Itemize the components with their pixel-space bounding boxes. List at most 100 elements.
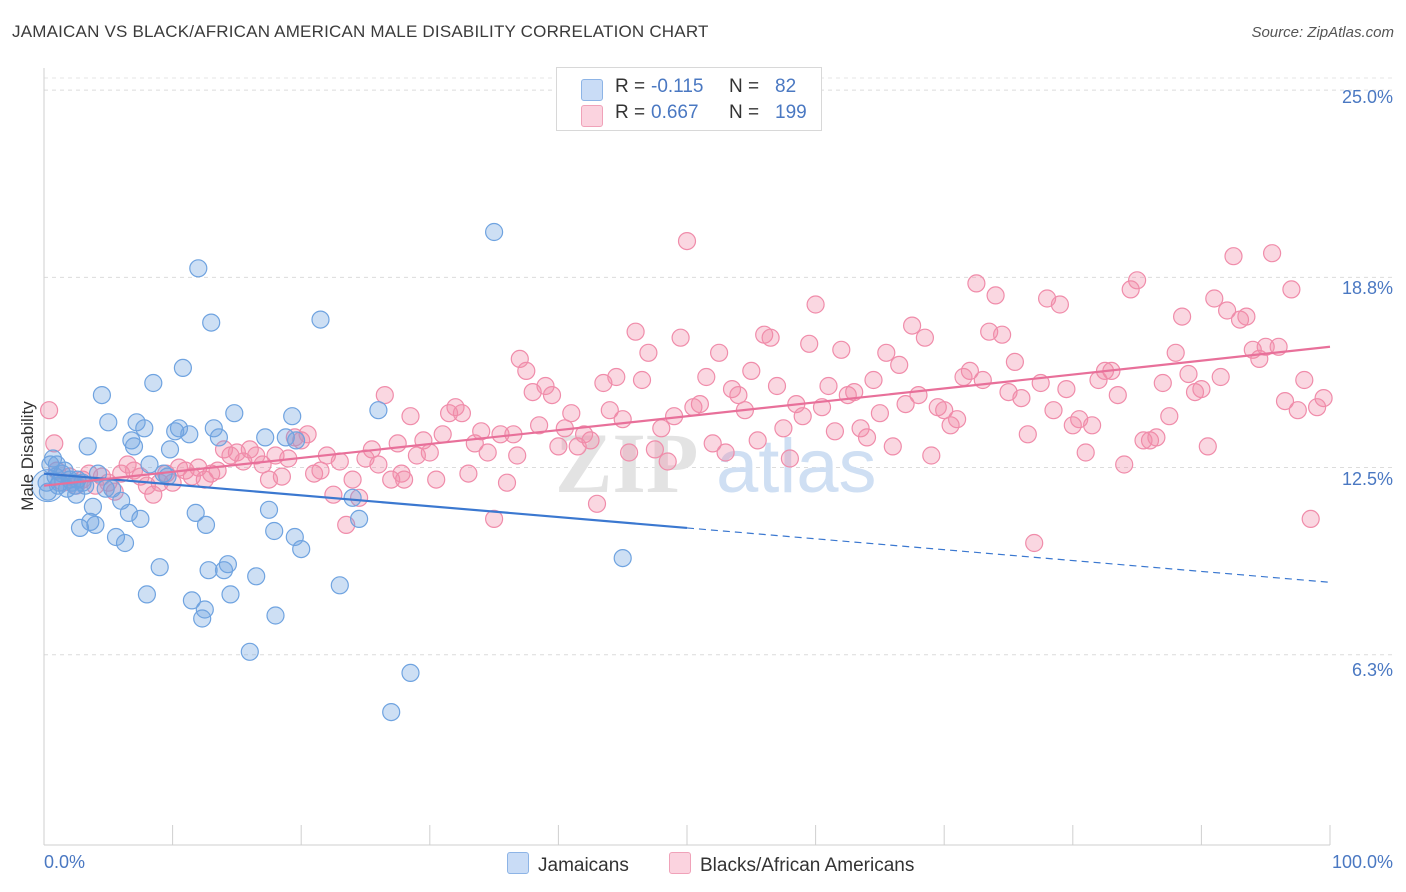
data-point — [497, 473, 517, 492]
data-point — [259, 500, 279, 519]
data-point — [845, 383, 864, 402]
data-point — [401, 663, 420, 683]
data-point — [729, 386, 748, 405]
data-point — [774, 419, 793, 438]
data-point — [388, 434, 407, 453]
data-point — [761, 328, 780, 347]
y-axis-label: Male Disability — [18, 401, 37, 511]
legend-item-jamaicans[interactable]: Jamaicans — [507, 852, 629, 877]
data-point — [877, 343, 896, 362]
data-point — [825, 422, 845, 441]
data-point — [240, 642, 259, 661]
data-point — [1005, 352, 1025, 371]
data-point — [800, 334, 819, 353]
data-point — [86, 515, 105, 535]
data-point — [1121, 280, 1140, 299]
data-point — [272, 467, 291, 486]
data-point — [330, 452, 349, 471]
data-point — [485, 222, 504, 242]
data-point — [350, 509, 369, 529]
data-point — [401, 407, 420, 426]
x-tick-label-max: 100.0% — [1331, 852, 1393, 872]
data-point — [478, 443, 497, 462]
data-point — [135, 419, 154, 438]
data-point — [709, 343, 729, 362]
data-point — [1050, 295, 1070, 314]
data-point — [343, 488, 362, 507]
data-point — [202, 313, 221, 332]
data-point — [1160, 407, 1179, 426]
stat-swatch-pink — [581, 105, 603, 127]
y-tick-label: 18.8% — [1341, 278, 1393, 298]
data-point — [806, 295, 825, 314]
data-point — [542, 386, 562, 405]
data-point — [1288, 401, 1307, 420]
data-point — [491, 425, 510, 444]
data-point — [287, 431, 306, 450]
data-point — [199, 561, 218, 580]
data-point — [960, 361, 980, 380]
x-tick-label-min: 0.0% — [44, 852, 86, 872]
data-point — [131, 509, 150, 529]
data-point — [890, 355, 909, 374]
data-point — [382, 470, 401, 489]
data-point — [218, 555, 237, 574]
data-point — [947, 410, 967, 429]
data-point — [832, 340, 851, 359]
data-point — [225, 404, 244, 423]
data-point — [182, 591, 201, 610]
chart-title: JAMAICAN VS BLACK/AFRICAN AMERICAN MALE … — [12, 22, 709, 41]
data-point — [420, 443, 439, 462]
watermark-atlas: atlas — [716, 424, 877, 509]
data-point — [38, 482, 58, 501]
data-point — [427, 470, 446, 489]
data-point — [529, 416, 549, 435]
legend-label: Blacks/African Americans — [700, 855, 915, 876]
data-point — [690, 395, 710, 414]
data-point — [343, 470, 362, 489]
data-point — [265, 521, 284, 541]
data-point — [652, 419, 671, 438]
data-point — [169, 419, 189, 438]
data-point — [619, 443, 639, 462]
data-point — [472, 422, 491, 441]
data-point — [173, 358, 192, 377]
axes — [43, 68, 1331, 846]
data-point — [613, 410, 632, 429]
data-point — [196, 515, 216, 535]
data-point — [992, 325, 1012, 344]
data-point — [266, 606, 285, 625]
data-point — [613, 548, 632, 568]
data-point — [221, 585, 240, 604]
n-label: N = — [729, 102, 760, 123]
data-point — [330, 576, 349, 595]
data-point — [452, 404, 471, 423]
data-point — [180, 425, 199, 444]
source-attribution: Source: ZipAtlas.com — [1251, 24, 1394, 41]
y-tick-label: 6.3% — [1351, 660, 1393, 680]
data-point — [1301, 509, 1320, 529]
legend-item-blacks[interactable]: Blacks/African Americans — [669, 852, 914, 877]
data-point — [1012, 389, 1031, 408]
data-point — [369, 401, 388, 420]
data-point — [67, 485, 86, 504]
data-point — [896, 395, 915, 414]
data-point — [1217, 301, 1237, 320]
r-label: R = — [615, 102, 646, 123]
r-value: 0.667 — [651, 102, 699, 123]
data-point — [1314, 389, 1333, 408]
data-point — [1057, 380, 1076, 399]
data-point — [1205, 289, 1224, 308]
data-point — [626, 322, 645, 341]
data-point — [78, 437, 97, 456]
data-point — [137, 585, 156, 604]
data-point — [292, 539, 311, 559]
y-tick-label: 12.5% — [1341, 469, 1393, 489]
n-value: 82 — [775, 76, 797, 97]
data-point — [311, 461, 330, 480]
data-point — [144, 373, 163, 393]
data-point — [1224, 247, 1243, 266]
data-point — [915, 328, 935, 347]
r-label: R = — [615, 76, 646, 97]
